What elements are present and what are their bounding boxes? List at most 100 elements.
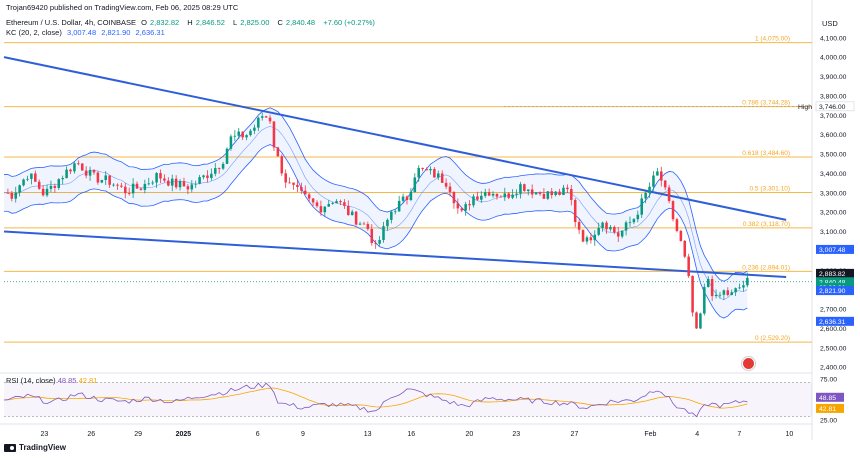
candle-body: [112, 184, 115, 186]
price-badge: [816, 286, 854, 296]
candle-body: [241, 131, 244, 138]
rsi-ma-line: [3, 387, 748, 409]
price-badge-label: 3,746.00: [819, 104, 846, 111]
candle-body: [562, 187, 565, 195]
candle-body: [675, 219, 679, 231]
price-axis[interactable]: 4,100.00 4,000.00 3,900.00 3,800.00 3,700.00…: [504, 35, 855, 372]
price-badge: [816, 268, 854, 278]
rsi-badge-label: 42.81: [819, 406, 836, 413]
candle-body: [350, 211, 354, 216]
candle-body: [519, 184, 522, 194]
candle-body: [433, 169, 436, 178]
candle-body: [30, 173, 33, 179]
candle-body: [605, 222, 608, 230]
candle-body: [37, 181, 41, 189]
high-value: 2,846.52: [195, 18, 225, 27]
candle-body: [264, 116, 268, 118]
date-tick-label: 2025: [176, 431, 192, 438]
candle-body: [155, 173, 158, 183]
candle-body: [382, 226, 385, 241]
candle-body: [515, 193, 518, 195]
candle-body: [253, 127, 256, 131]
candle-body: [276, 147, 280, 157]
candle-body: [339, 201, 342, 203]
candle-body: [49, 185, 53, 189]
rsi-badge: [816, 403, 844, 413]
currency-label[interactable]: USD: [822, 19, 838, 28]
price-badge-label: 2,883.82: [819, 271, 846, 278]
candle-body: [311, 198, 315, 203]
candle-body: [566, 187, 569, 190]
candle-body: [300, 186, 303, 191]
candle-body: [703, 287, 706, 314]
candle-body: [268, 117, 272, 122]
date-axis[interactable]: 23 26 29 2025 6 9 13 16 20 23 27 Feb 4 7 10: [41, 431, 794, 438]
price-tick-label: 3,200.00: [820, 210, 847, 217]
rsi-tick-label: 25.00: [820, 418, 837, 425]
us-flag-icon[interactable]: [742, 357, 755, 370]
candle-body: [558, 191, 561, 195]
tradingview-logo[interactable]: TradingView: [4, 443, 66, 452]
candle-body: [437, 173, 440, 178]
candle-body: [499, 196, 503, 198]
candle-body: [640, 198, 643, 215]
candle-body: [190, 184, 194, 190]
kc-label: KC (20, 2, close): [6, 28, 62, 37]
candle-body: [210, 173, 213, 178]
kc-legend[interactable]: KC (20, 2, close) 3,007.48 2,821.90 2,63…: [6, 28, 168, 37]
candle-body: [472, 196, 475, 206]
trendline[interactable]: [3, 230, 787, 279]
candle-body: [116, 184, 119, 186]
price-badge: [816, 316, 854, 326]
candle-body: [523, 184, 526, 191]
candle-body: [671, 201, 675, 220]
candle-body: [468, 204, 471, 206]
trendline[interactable]: [3, 56, 787, 221]
candle-body: [221, 163, 225, 169]
candle-body: [213, 168, 217, 174]
candle-body: [284, 173, 287, 183]
candle-body: [229, 136, 233, 149]
kc-lower: 2,636.31: [135, 28, 165, 37]
fibonacci-levels: 1 (4,075.00) 0.786 (3,744.28) 0.618 (3,484…: [4, 36, 812, 343]
candle-body: [624, 222, 628, 231]
candle-body: [593, 234, 597, 241]
candle-body: [663, 180, 667, 188]
rsi-label: RSI (14, close): [6, 376, 56, 385]
candle-body: [347, 205, 350, 216]
candle-body: [88, 169, 92, 176]
candle-body: [331, 203, 334, 205]
candle-body: [358, 223, 362, 225]
trendlines[interactable]: [3, 56, 787, 279]
rsi-tick-label: 75.00: [820, 376, 837, 383]
candle-body: [327, 204, 331, 207]
change-value: +7.60 (+0.27%): [323, 18, 375, 27]
candle-body: [6, 192, 10, 194]
candles: [6, 112, 749, 329]
symbol-legend[interactable]: Ethereum / U.S. Dollar, 4h, COINBASE O 2,…: [6, 18, 378, 27]
fib-label: 0.5 (3,301.10): [750, 186, 790, 193]
candle-body: [80, 163, 84, 171]
candle-body: [405, 196, 409, 200]
candle-body: [730, 292, 733, 295]
candle-body: [632, 219, 636, 223]
candle-body: [660, 171, 663, 181]
candle-body: [292, 182, 295, 185]
candle-body: [534, 192, 538, 195]
candle-body: [233, 135, 237, 137]
candle-body: [45, 188, 49, 196]
kc-fill: [4, 107, 748, 319]
candle-body: [319, 206, 323, 213]
rsi-legend[interactable]: RSI (14, close) 48.85 42.81: [6, 376, 97, 385]
candle-body: [362, 223, 366, 225]
candle-body: [507, 193, 510, 198]
candle-body: [104, 175, 107, 180]
kc-upper-line: [3, 107, 748, 282]
kc-middle: 2,821.90: [101, 28, 131, 37]
candle-body: [96, 172, 100, 183]
candle-body: [421, 167, 424, 169]
price-tick-label: 3,100.00: [820, 229, 847, 236]
candle-body: [92, 169, 96, 173]
